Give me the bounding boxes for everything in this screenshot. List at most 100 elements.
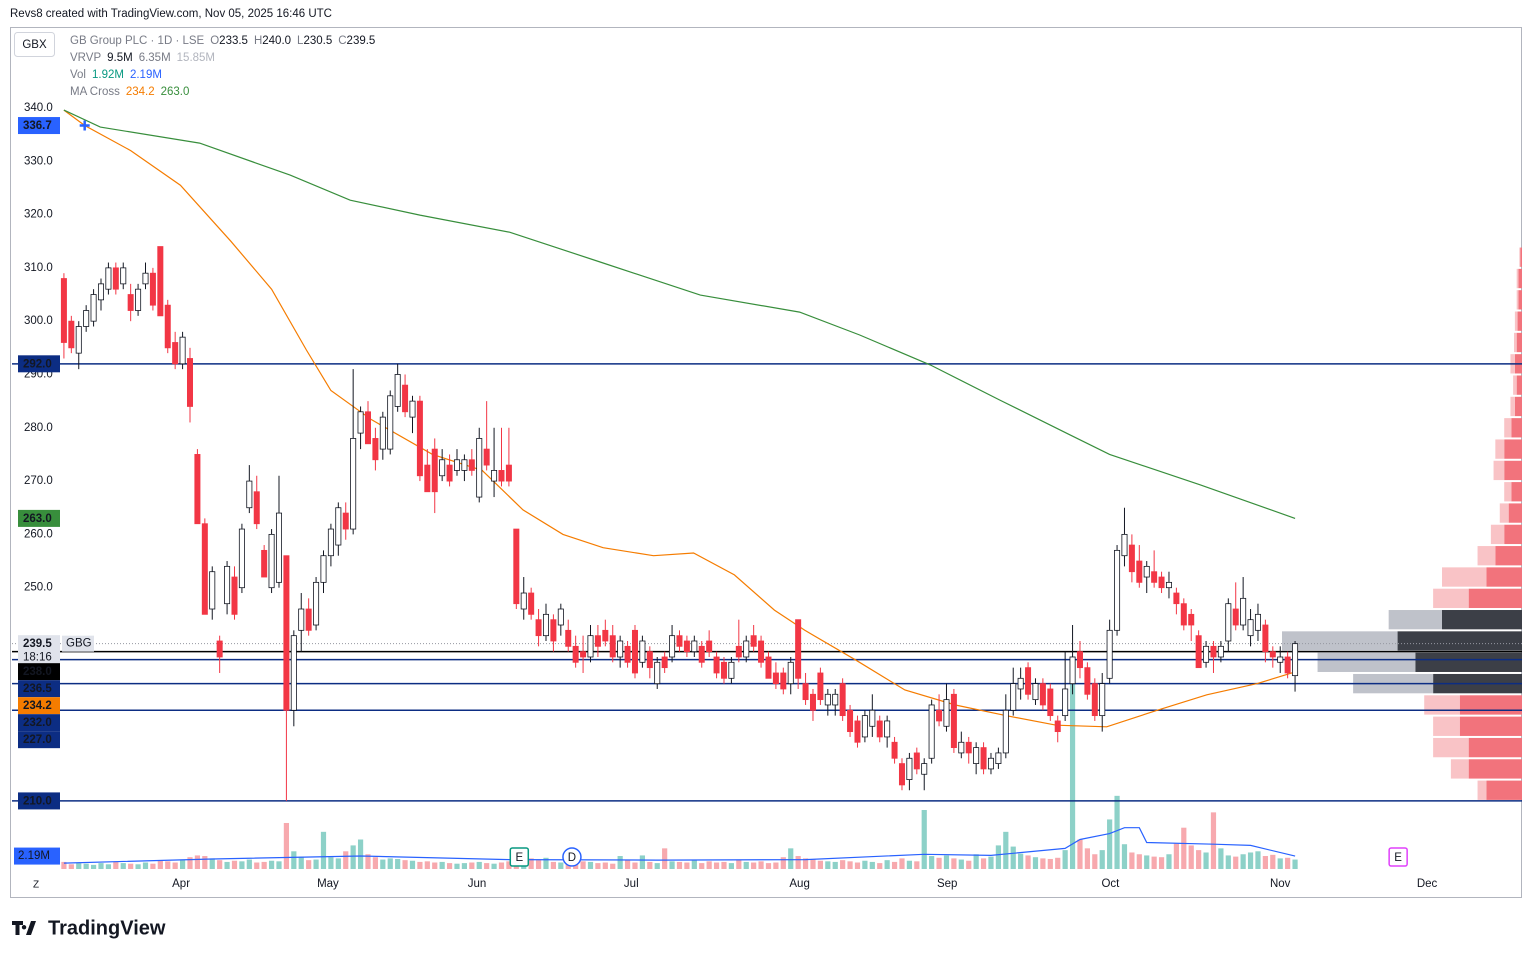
volume-bar — [61, 861, 67, 869]
volume-bar — [254, 862, 260, 869]
candle-body — [936, 709, 943, 722]
volume-bar — [1158, 857, 1165, 869]
candle-body — [513, 528, 520, 605]
candle-body — [424, 464, 431, 493]
ohlc-key: C — [338, 35, 346, 47]
volume-bar — [676, 861, 683, 869]
volume-bar — [120, 863, 126, 869]
profile-up — [1433, 737, 1469, 758]
price-label: 336.7 — [23, 120, 52, 132]
candle-body — [1025, 667, 1032, 695]
candle-body — [1284, 656, 1291, 674]
candle-body — [1114, 549, 1121, 631]
zoom-button[interactable]: Z — [33, 880, 39, 891]
indicator-value: 6.35M — [139, 52, 171, 64]
candle-body — [68, 320, 75, 349]
candle-body — [1240, 597, 1247, 626]
volume-bar — [439, 861, 445, 869]
x-tick-label: Oct — [1101, 878, 1120, 890]
volume-bar — [328, 857, 334, 869]
candle-body — [1262, 624, 1269, 653]
candle-body — [720, 661, 727, 679]
profile-up — [1477, 546, 1496, 566]
candle-body — [772, 672, 779, 685]
profile-up — [1514, 332, 1517, 353]
profile-up — [1510, 396, 1515, 417]
volume-bar — [1270, 854, 1276, 869]
candle-body — [921, 763, 928, 775]
candle-body — [809, 693, 816, 711]
volume-bar — [1262, 856, 1268, 869]
volume-bar — [424, 861, 430, 869]
volume-bar — [951, 858, 957, 869]
volume-bar — [1255, 851, 1261, 869]
price-label-box — [18, 697, 60, 715]
profile-down — [1397, 631, 1522, 651]
candle-body — [483, 448, 490, 466]
indicator-value: 15.85M — [177, 52, 215, 64]
volume-bar — [840, 860, 846, 869]
volume-bar — [491, 863, 497, 869]
indicator-value: 2.19M — [130, 69, 162, 81]
candle-body — [298, 608, 305, 631]
currency-button[interactable] — [14, 32, 55, 57]
volume-bar — [1210, 812, 1217, 869]
volume-bar — [387, 858, 393, 869]
candle-body — [246, 480, 253, 509]
profile-up — [1317, 652, 1416, 672]
volume-bar — [372, 857, 379, 869]
profile-up — [1490, 524, 1505, 545]
volume-bar — [261, 861, 267, 869]
volume-bar — [1240, 854, 1246, 869]
volume-bar — [1233, 856, 1239, 869]
price-label: 238.0 — [23, 666, 52, 678]
candle-body — [468, 459, 475, 471]
volume-bar — [179, 859, 186, 869]
candle-body — [876, 720, 883, 738]
profile-up — [1442, 567, 1487, 587]
candle-body — [906, 757, 913, 780]
profile-down — [1468, 588, 1522, 609]
volume-bar — [1129, 852, 1135, 869]
candle-body — [1084, 667, 1091, 695]
candle-body — [394, 374, 401, 407]
volume-bar — [506, 861, 512, 869]
y-tick-label: 300.0 — [24, 315, 53, 327]
candle-body — [802, 683, 809, 701]
candle-body — [305, 608, 312, 631]
volume-bar — [1166, 854, 1172, 869]
volume-bar — [1225, 855, 1231, 869]
candle-body — [172, 342, 179, 365]
candle-body — [290, 635, 297, 711]
candle-body — [75, 326, 82, 354]
profile-up — [1424, 695, 1460, 715]
volume-bar — [980, 858, 987, 869]
candle-body — [839, 683, 846, 717]
volume-bar — [943, 855, 950, 869]
candle-body — [209, 571, 216, 610]
volume-bar — [587, 861, 594, 869]
volume-bar — [209, 858, 215, 869]
volume-bar — [1084, 848, 1090, 869]
candle-body — [624, 645, 631, 663]
candle-body — [1047, 688, 1054, 717]
brand: TradingView — [48, 917, 166, 939]
volume-bar — [498, 862, 505, 869]
price-label-box — [18, 663, 60, 681]
candle-body — [898, 763, 905, 786]
candle-body — [1188, 613, 1195, 626]
profile-up — [1477, 780, 1487, 800]
candle-body — [283, 555, 290, 711]
volume-bar — [869, 861, 875, 869]
event-marker — [1388, 847, 1408, 867]
candle-body — [372, 438, 379, 461]
candle-body — [1039, 683, 1046, 706]
price-label-box — [18, 680, 60, 698]
x-tick-label: Dec — [1417, 878, 1438, 890]
volume-bar — [1277, 858, 1283, 869]
volume-bar — [921, 810, 927, 869]
candle-body — [817, 672, 824, 701]
volume-bar — [884, 860, 890, 869]
volume-bar — [973, 854, 979, 869]
